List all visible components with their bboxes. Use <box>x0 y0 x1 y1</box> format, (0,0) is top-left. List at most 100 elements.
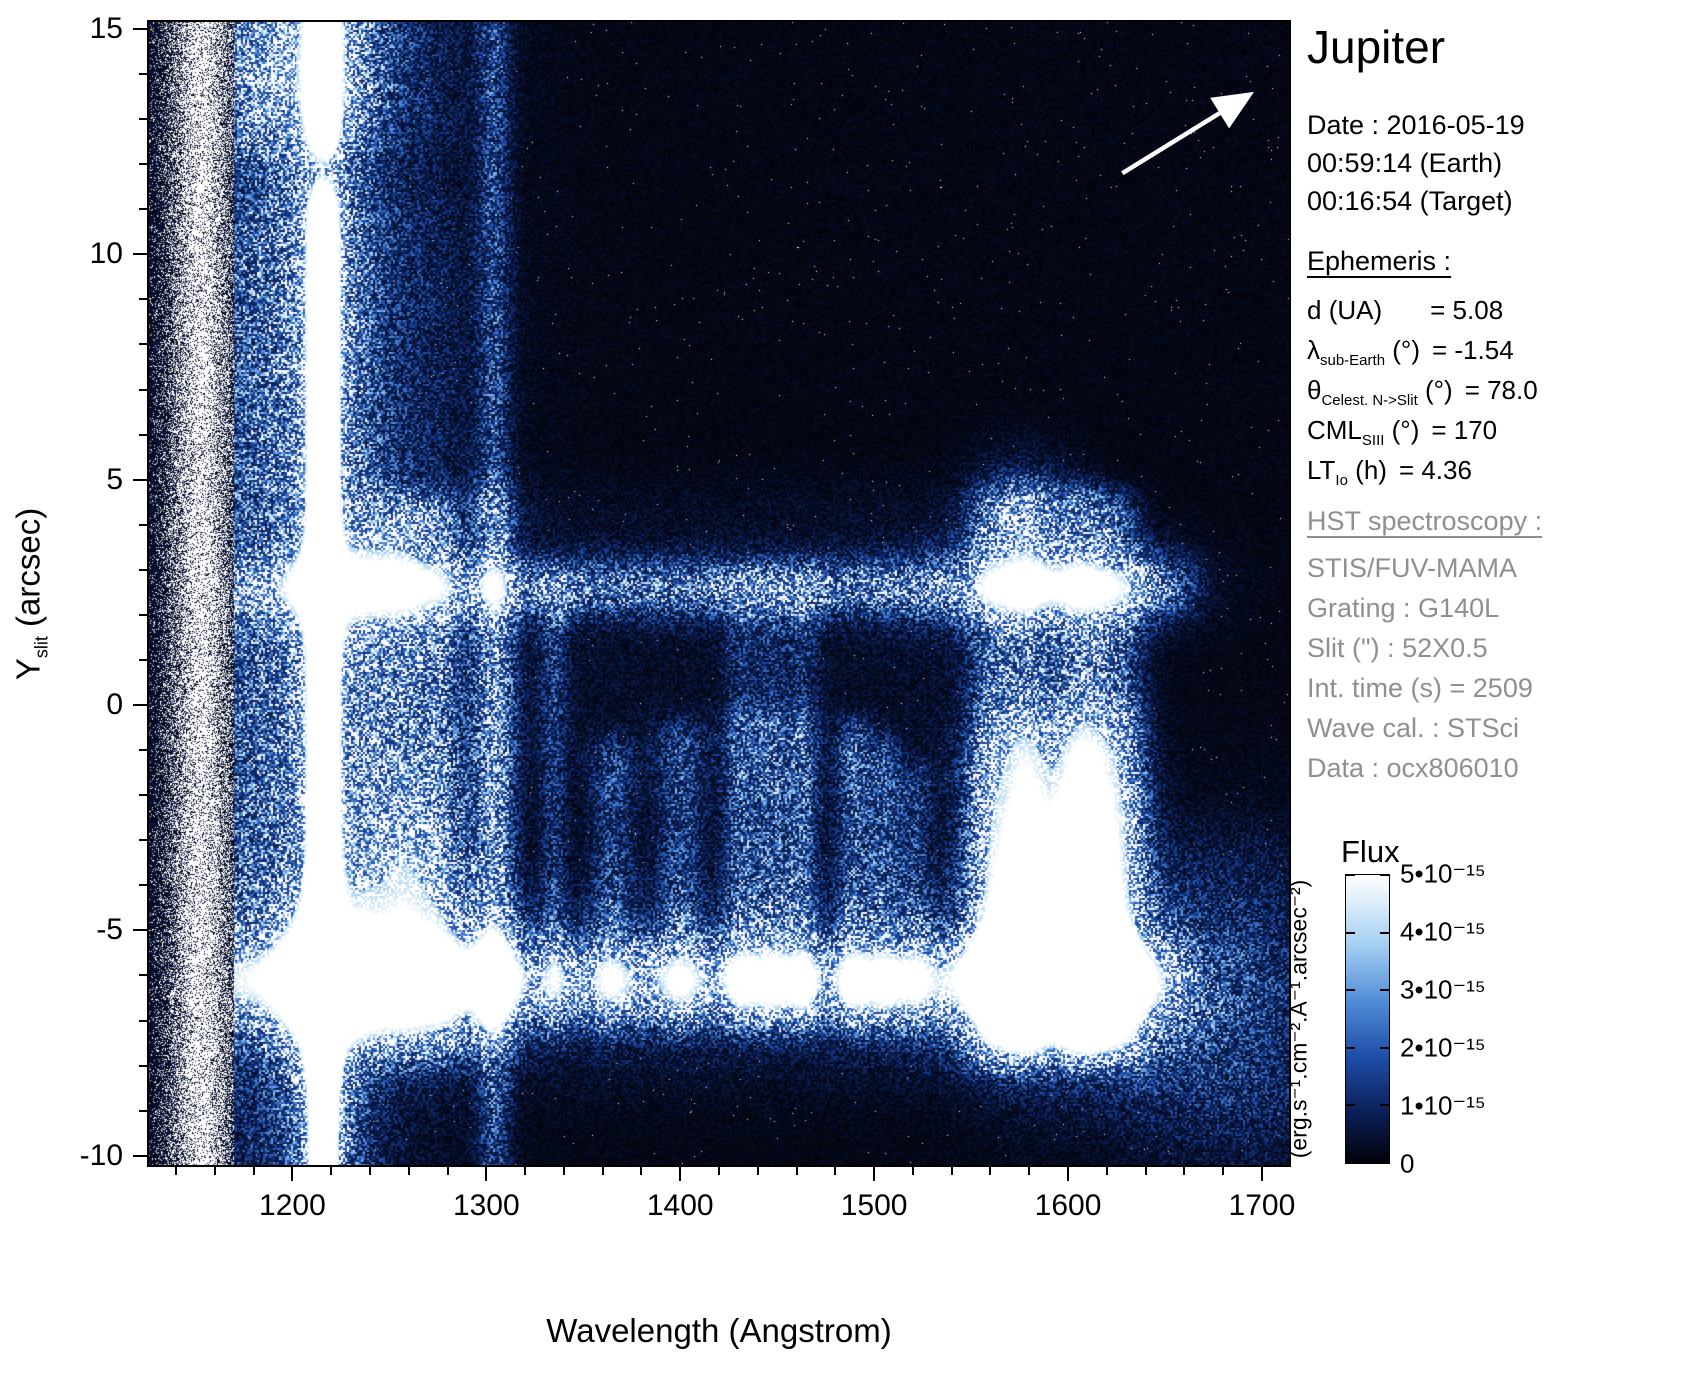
x-tick <box>911 1167 914 1175</box>
date-line: Date : 2016-05-19 <box>1307 110 1525 140</box>
colorbar-tick <box>1346 931 1355 934</box>
ephemeris-subscript: Celest. N->Slit <box>1321 392 1418 410</box>
x-tick <box>601 1167 604 1175</box>
slit-line: Slit (") : 52X0.5 <box>1307 633 1488 663</box>
ephemeris-value: = 4.36 <box>1398 455 1472 485</box>
x-tick <box>1067 1167 1070 1181</box>
spectral-image-canvas <box>147 20 1291 1167</box>
x-tick <box>1183 1167 1186 1175</box>
ephemeris-row-cml: CMLSIII (°) = 170 <box>1307 410 1538 450</box>
x-tick-label: 1600 <box>1034 1189 1102 1222</box>
x-tick <box>989 1167 992 1175</box>
y-tick <box>139 794 147 797</box>
x-tick-label: 1500 <box>840 1189 908 1222</box>
y-tick-label: -5 <box>96 913 123 947</box>
ephemeris-symbol: θ <box>1307 375 1322 405</box>
ephemeris-units: (°) <box>1417 375 1453 405</box>
colorbar-units: (erg.s⁻¹.cm⁻².A⁻¹.arcsec⁻²) <box>1281 859 1317 1179</box>
y-tick <box>139 568 147 571</box>
y-tick <box>139 433 147 436</box>
ephemeris-value: = 78.0 <box>1464 375 1538 405</box>
colorbar <box>1345 874 1390 1164</box>
x-tick <box>834 1167 837 1175</box>
y-tick <box>133 253 147 256</box>
colorbar-tick-label: 2•10⁻¹⁵ <box>1400 1032 1486 1063</box>
x-axis: 1200 1300 1400 1500 1600 1700 <box>147 1167 1295 1247</box>
ephemeris-symbol: λ <box>1307 335 1320 365</box>
target-title: Jupiter <box>1307 21 1446 73</box>
colorbar-tick <box>1380 1046 1389 1049</box>
x-tick <box>213 1167 216 1175</box>
y-tick <box>139 388 147 391</box>
x-tick <box>1105 1167 1108 1175</box>
ephemeris-subscript: sub-Earth <box>1320 352 1386 370</box>
x-tick <box>1222 1167 1225 1175</box>
colorbar-tick <box>1380 1104 1389 1107</box>
target-time-line: 00:16:54 (Target) <box>1307 186 1513 216</box>
spectroscopy-heading: HST spectroscopy : <box>1307 506 1543 536</box>
observation-datetime: Date : 2016-05-19 00:59:14 (Earth) 00:16… <box>1307 106 1525 220</box>
x-tick <box>407 1167 410 1175</box>
ephemeris-value: = 5.08 <box>1430 295 1504 325</box>
ephemeris-subscript: Io <box>1335 472 1348 490</box>
y-axis: -10 -5 0 5 10 15 <box>0 12 147 1172</box>
colorbar-tick <box>1346 1104 1355 1107</box>
ephemeris-symbol: CML <box>1307 415 1362 445</box>
ephemeris-row-slit-angle: θCelest. N->Slit (°) = 78.0 <box>1307 370 1538 410</box>
grating-line: Grating : G140L <box>1307 593 1500 623</box>
y-tick <box>139 749 147 752</box>
y-tick <box>139 523 147 526</box>
ephemeris-units: (°) <box>1384 415 1420 445</box>
y-tick <box>139 613 147 616</box>
x-tick <box>330 1167 333 1175</box>
x-tick <box>873 1167 876 1181</box>
ephemeris-units: (°) <box>1385 335 1420 365</box>
data-id-line: Data : ocx806010 <box>1307 753 1519 783</box>
y-tick <box>139 884 147 887</box>
ephemeris-units: (UA) <box>1321 295 1383 325</box>
x-tick-label: 1300 <box>452 1189 520 1222</box>
y-tick <box>139 658 147 661</box>
x-tick-label: 1400 <box>646 1189 714 1222</box>
y-axis-label: Yslit (arcsec) <box>0 20 62 1167</box>
y-tick <box>139 1064 147 1067</box>
earth-time-line: 00:59:14 (Earth) <box>1307 148 1503 178</box>
y-tick <box>133 478 147 481</box>
x-tick <box>446 1167 449 1175</box>
y-tick <box>139 1019 147 1022</box>
y-tick <box>139 974 147 977</box>
x-tick-label: 1700 <box>1228 1189 1296 1222</box>
colorbar-tick <box>1380 1162 1389 1164</box>
x-tick <box>252 1167 255 1175</box>
x-tick <box>485 1167 488 1181</box>
colorbar-tick <box>1346 1046 1355 1049</box>
ephemeris-row-sub-earth-lat: λsub-Earth (°) = -1.54 <box>1307 330 1538 370</box>
x-tick <box>950 1167 953 1175</box>
colorbar-tick-label: 5•10⁻¹⁵ <box>1400 858 1486 889</box>
y-tick-label: 15 <box>89 12 123 45</box>
y-tick-label: 0 <box>106 688 123 722</box>
ephemeris-value: = -1.54 <box>1431 335 1514 365</box>
colorbar-tick-label: 1•10⁻¹⁵ <box>1400 1090 1486 1121</box>
colorbar-tick <box>1380 989 1389 992</box>
colorbar-tick-label: 4•10⁻¹⁵ <box>1400 916 1486 947</box>
y-tick <box>139 208 147 211</box>
colorbar-tick-label: 0 <box>1400 1148 1415 1179</box>
x-tick <box>524 1167 527 1175</box>
y-tick <box>139 1109 147 1112</box>
x-tick <box>562 1167 565 1175</box>
y-tick <box>133 1154 147 1157</box>
colorbar-tick-labels: 5•10⁻¹⁵ 4•10⁻¹⁵ 3•10⁻¹⁵ 2•10⁻¹⁵ 1•10⁻¹⁵ … <box>1400 859 1560 1179</box>
y-tick <box>133 704 147 707</box>
y-tick <box>139 343 147 346</box>
x-tick <box>1260 1167 1263 1181</box>
y-axis-label-units: (arcsec) <box>9 507 47 636</box>
colorbar-tick <box>1346 989 1355 992</box>
ephemeris-symbol: LT <box>1307 455 1336 485</box>
int-time-line: Int. time (s) = 2509 <box>1307 673 1533 703</box>
x-tick <box>175 1167 178 1175</box>
x-axis-label: Wavelength (Angstrom) <box>546 1312 892 1349</box>
x-tick <box>795 1167 798 1175</box>
x-tick <box>1144 1167 1147 1175</box>
colorbar-tick-label: 3•10⁻¹⁵ <box>1400 974 1486 1005</box>
